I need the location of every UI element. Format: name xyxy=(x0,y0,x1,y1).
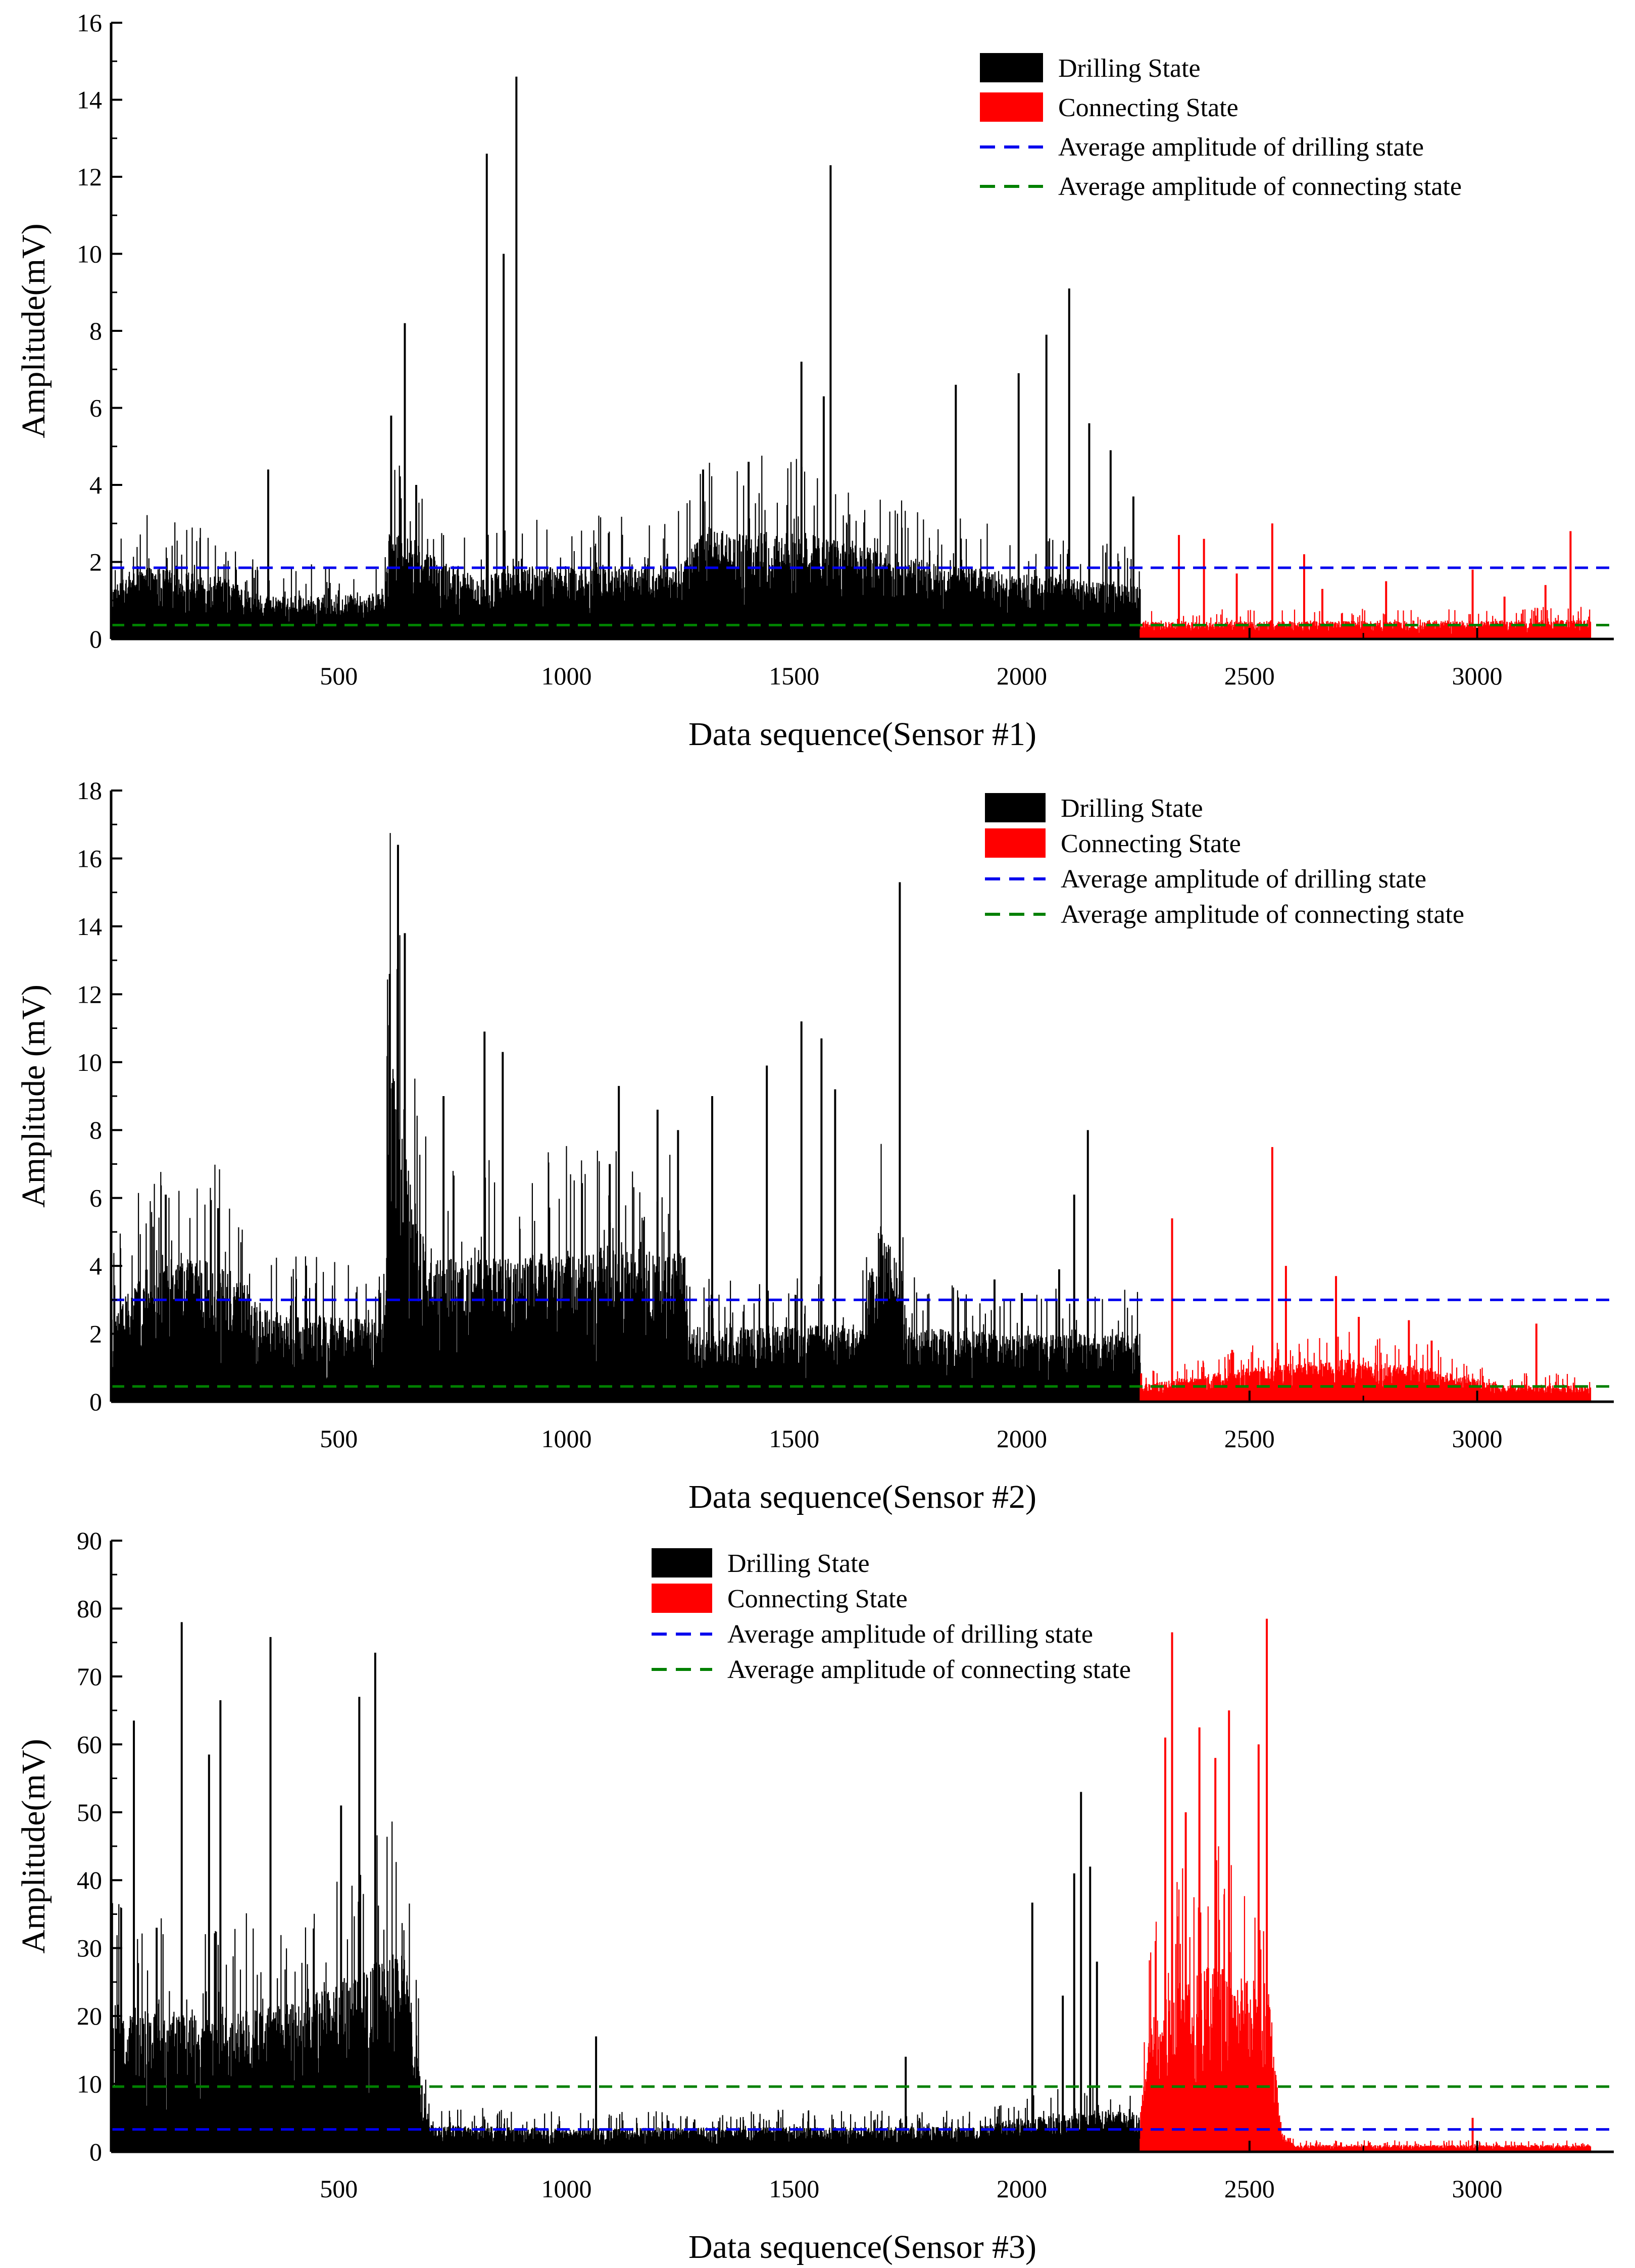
legend-label-avg-drilling: Average amplitude of drilling state xyxy=(727,1620,1093,1649)
y-axis-title: Amplitude(mV) xyxy=(15,223,52,438)
legend-label-avg-connecting: Average amplitude of connecting state xyxy=(727,1655,1131,1684)
x-tick-label: 1000 xyxy=(541,662,592,690)
legend-swatch-connecting-state xyxy=(985,828,1046,858)
series-trace-connecting xyxy=(1139,607,1592,639)
y-tick-label: 14 xyxy=(77,86,102,114)
y-tick-label: 12 xyxy=(77,980,102,1008)
y-tick-label: 10 xyxy=(77,240,102,268)
y-tick-label: 8 xyxy=(89,317,102,345)
x-tick-label: 2500 xyxy=(1224,1424,1275,1453)
series-trace-drilling xyxy=(110,833,1141,1402)
x-tick-label: 500 xyxy=(320,1424,358,1453)
y-axis-title: Amplitude(mV) xyxy=(15,1739,52,1953)
legend-label-drilling-state: Drilling State xyxy=(1061,794,1203,823)
x-tick-label: 1500 xyxy=(769,2175,819,2203)
legend-label-avg-connecting: Average amplitude of connecting state xyxy=(1061,900,1464,929)
x-tick-label: 3000 xyxy=(1452,662,1503,690)
chart-panel-sensor-1: 0 2 4 6 8 10 12 14 16 500 1000 1500 2000 2500 3000 Data… xyxy=(15,9,1614,753)
x-tick-label: 1500 xyxy=(769,662,819,690)
x-tick-label: 1500 xyxy=(769,1424,819,1453)
y-tick-label: 14 xyxy=(77,912,102,941)
y-tick-label: 40 xyxy=(77,1866,102,1894)
legend-swatch-drilling-state xyxy=(980,53,1043,82)
x-axis-title: Data sequence(Sensor #2) xyxy=(688,1478,1036,1515)
y-tick-label: 70 xyxy=(77,1662,102,1691)
y-tick-label: 8 xyxy=(89,1116,102,1144)
y-tick-label: 80 xyxy=(77,1594,102,1622)
legend-label-drilling-state: Drilling State xyxy=(1058,54,1201,83)
y-tick-label: 16 xyxy=(77,844,102,872)
legend: Drilling State Connecting State Average am… xyxy=(980,53,1462,201)
y-tick-label: 0 xyxy=(89,2138,102,2166)
y-tick-label: 2 xyxy=(89,1320,102,1348)
y-tick-label: 4 xyxy=(89,1252,102,1280)
y-axis-title: Amplitude (mV) xyxy=(15,984,52,1208)
legend-label-avg-drilling: Average amplitude of drilling state xyxy=(1058,133,1424,162)
x-tick-label: 1000 xyxy=(541,2175,592,2203)
legend-swatch-connecting-state xyxy=(980,92,1043,122)
chart-panel-sensor-2: 0 2 4 6 8 10 12 14 16 18 500 1000 1500 2000 2500 3000 Da… xyxy=(15,776,1614,1515)
x-tick-label: 2000 xyxy=(997,1424,1047,1453)
legend-label-connecting-state: Connecting State xyxy=(1058,93,1238,122)
series-trace-drilling xyxy=(110,456,1141,639)
legend: Drilling State Connecting State Average am… xyxy=(652,1548,1131,1684)
y-tick-label: 6 xyxy=(89,1184,102,1212)
x-tick-label: 3000 xyxy=(1452,1424,1503,1453)
y-tick-label: 4 xyxy=(89,471,102,499)
y-tick-label: 10 xyxy=(77,2070,102,2098)
legend: Drilling State Connecting State Average am… xyxy=(985,793,1464,929)
chart-panel-sensor-3: 0 10 20 30 40 50 60 70 80 90 500 1000 1500 2000 2500 30… xyxy=(15,1526,1614,2265)
x-tick-label: 2500 xyxy=(1224,662,1275,690)
y-tick-label: 10 xyxy=(77,1048,102,1076)
y-tick-label: 2 xyxy=(89,548,102,576)
x-tick-label: 3000 xyxy=(1452,2175,1503,2203)
series-trace-connecting xyxy=(1139,1846,1592,2152)
y-tick-label: 6 xyxy=(89,394,102,422)
x-axis-title: Data sequence(Sensor #3) xyxy=(688,2229,1036,2265)
legend-label-avg-connecting: Average amplitude of connecting state xyxy=(1058,172,1462,201)
y-tick-label: 90 xyxy=(77,1526,102,1555)
series-trace-drilling xyxy=(110,1821,1141,2152)
x-tick-label: 2000 xyxy=(997,2175,1047,2203)
x-tick-label: 1000 xyxy=(541,1424,592,1453)
y-tick-label: 20 xyxy=(77,2002,102,2030)
y-tick-label: 12 xyxy=(77,163,102,191)
x-tick-label: 500 xyxy=(320,2175,358,2203)
x-tick-label: 2000 xyxy=(997,662,1047,690)
series-trace-connecting xyxy=(1139,1332,1592,1402)
y-tick-label: 18 xyxy=(77,776,102,805)
y-tick-label: 0 xyxy=(89,625,102,653)
x-tick-label: 2500 xyxy=(1224,2175,1275,2203)
legend-label-connecting-state: Connecting State xyxy=(1061,829,1241,858)
y-tick-label: 0 xyxy=(89,1388,102,1416)
legend-swatch-connecting-state xyxy=(652,1584,712,1613)
y-tick-label: 16 xyxy=(77,9,102,37)
y-tick-label: 60 xyxy=(77,1730,102,1758)
legend-swatch-drilling-state xyxy=(652,1548,712,1577)
legend-label-drilling-state: Drilling State xyxy=(727,1549,870,1578)
x-axis-title: Data sequence(Sensor #1) xyxy=(688,716,1036,753)
y-tick-label: 50 xyxy=(77,1798,102,1827)
y-tick-label: 30 xyxy=(77,1934,102,1962)
legend-swatch-drilling-state xyxy=(985,793,1046,822)
legend-label-avg-drilling: Average amplitude of drilling state xyxy=(1061,865,1426,894)
legend-label-connecting-state: Connecting State xyxy=(727,1585,908,1613)
x-tick-label: 500 xyxy=(320,662,358,690)
